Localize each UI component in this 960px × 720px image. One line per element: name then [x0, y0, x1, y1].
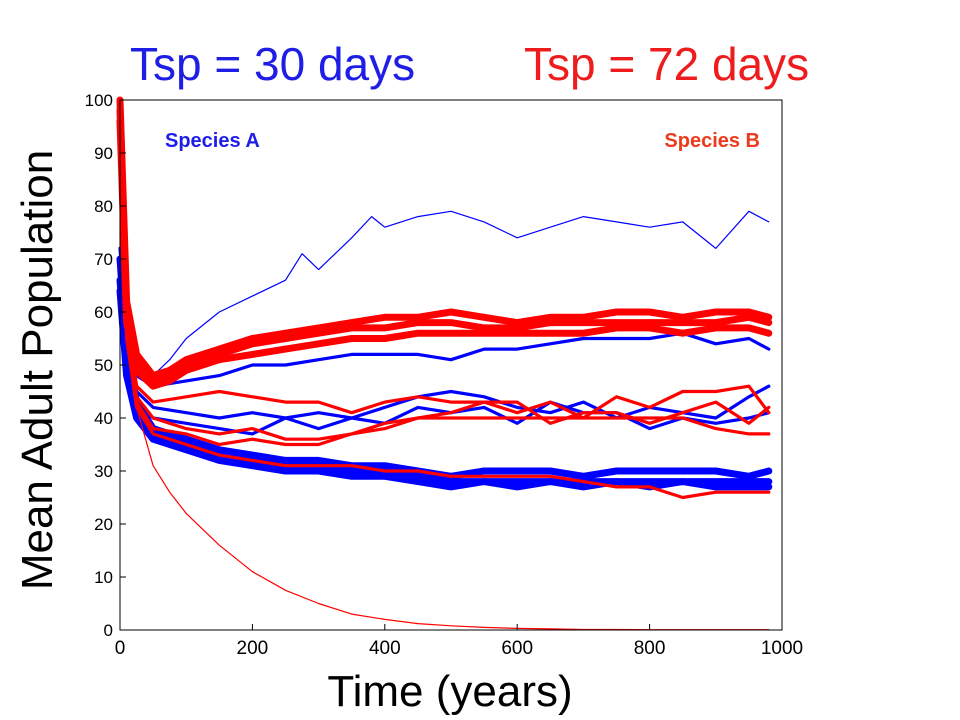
y-tick-label: 70: [94, 250, 113, 269]
tick-layer: 0 200 400 600 800 1000 0 10 20 30 40 50 60 70 80 90 100: [85, 91, 804, 659]
y-tick-label: 30: [94, 462, 113, 481]
x-tick-label: 600: [501, 638, 533, 659]
series-layer: [116, 96, 773, 631]
y-tick-label: 50: [94, 356, 113, 375]
series-line-12: [118, 108, 771, 441]
y-tick-label: 40: [94, 409, 113, 428]
series-line-14: [118, 124, 771, 500]
series-line-10: [116, 117, 773, 390]
x-tick-label: 400: [369, 638, 401, 659]
y-axis-label: Mean Adult Population: [13, 150, 62, 590]
headline-tsp-72: Tsp = 72 days: [524, 38, 810, 90]
headline-tsp-30: Tsp = 30 days: [130, 38, 416, 90]
series-line-13: [118, 119, 771, 447]
series-line-1: [119, 210, 770, 377]
series-line-15: [119, 99, 770, 631]
series-line-3: [118, 257, 771, 420]
y-tick-label: 100: [85, 91, 113, 110]
annotation-species-a: Species A: [165, 130, 260, 152]
x-tick-label: 1000: [761, 638, 803, 659]
y-tick-label: 20: [94, 515, 113, 534]
series-line-7: [116, 287, 773, 491]
x-axis-label: Time (years): [327, 667, 572, 716]
x-tick-label: 0: [115, 638, 126, 659]
y-tick-label: 0: [104, 621, 113, 640]
series-line-4: [118, 268, 771, 436]
y-tick-label: 90: [94, 144, 113, 163]
series-line-8: [116, 96, 773, 380]
x-tick-label: 200: [237, 638, 269, 659]
annotation-species-b: Species B: [664, 130, 760, 152]
y-tick-label: 80: [94, 197, 113, 216]
series-line-9: [116, 107, 773, 385]
y-tick-label: 10: [94, 568, 113, 587]
axes-box: [119, 99, 783, 631]
series-line-11: [118, 98, 771, 420]
x-tick-label: 800: [634, 638, 666, 659]
series-line-2: [118, 246, 771, 388]
y-tick-label: 60: [94, 303, 113, 322]
